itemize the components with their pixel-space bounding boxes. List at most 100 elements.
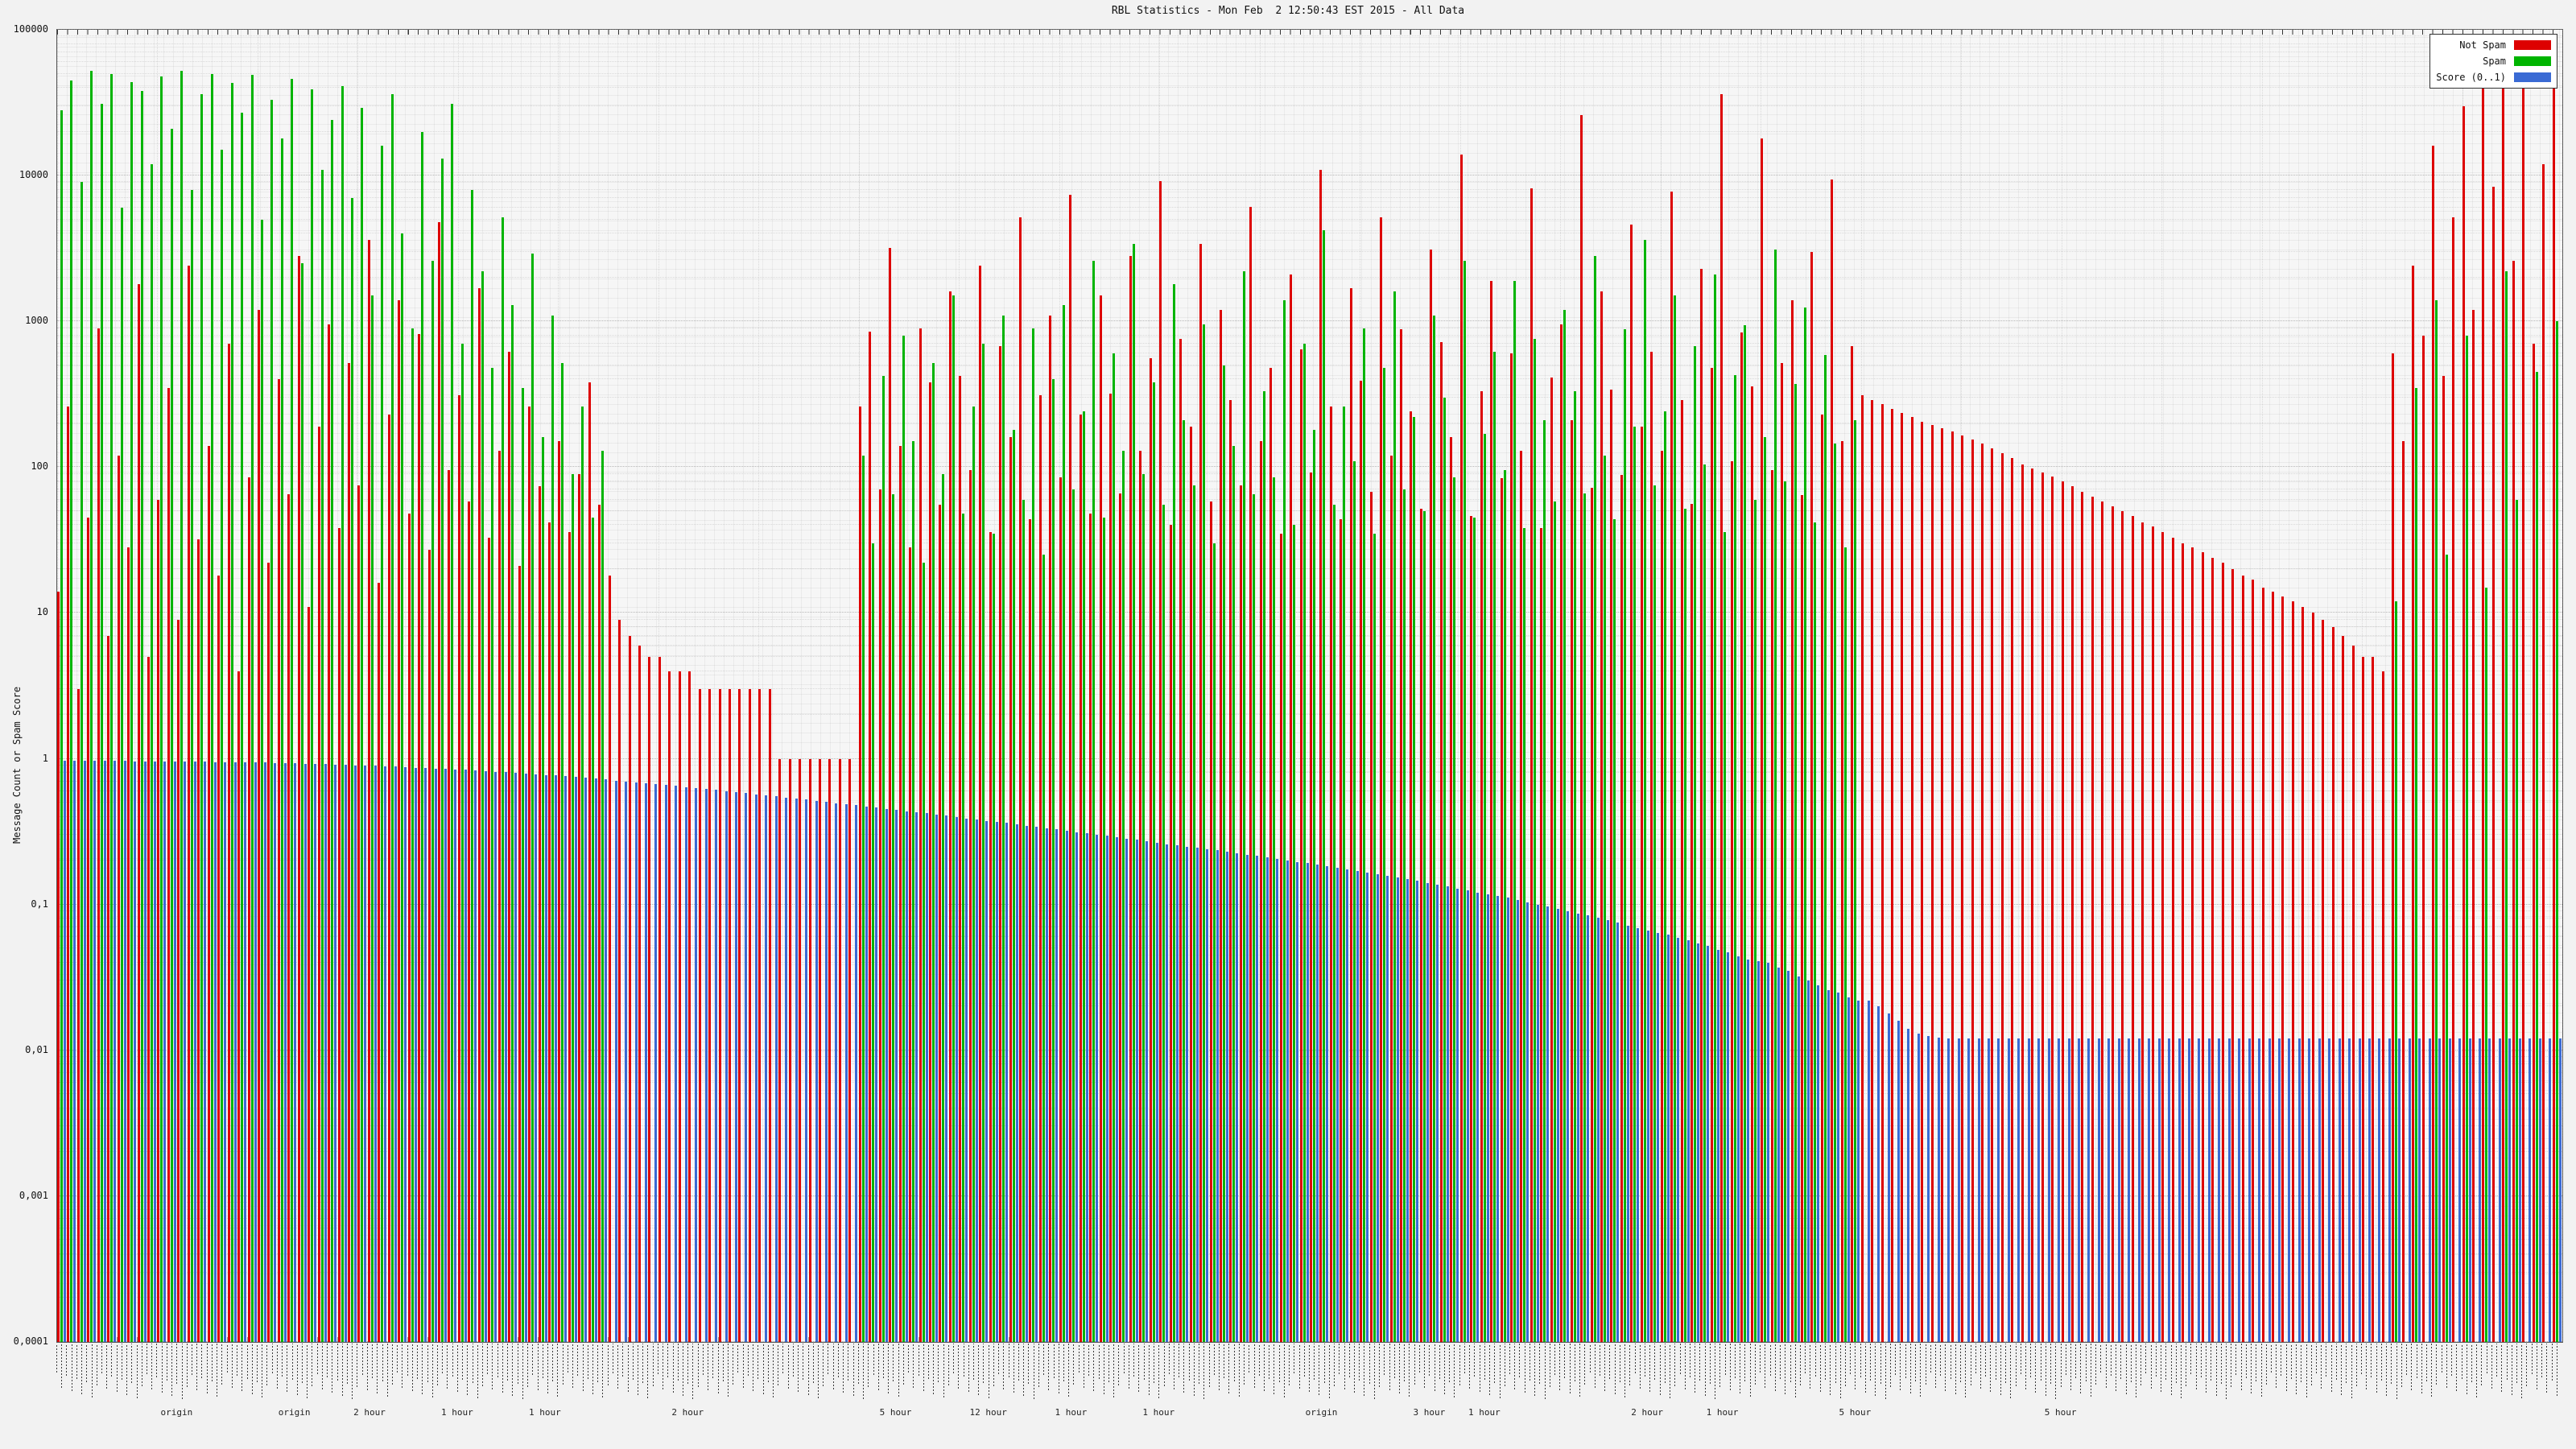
bar-not-spam — [1290, 274, 1293, 1342]
bar-not-spam — [1750, 386, 1753, 1342]
bar-spam — [1162, 505, 1166, 1342]
bar-score-0-1- — [774, 796, 778, 1342]
bar-spam — [1533, 338, 1536, 1342]
bar-score-0-1- — [404, 766, 407, 1342]
x-tick-label-stroke — [1068, 1344, 1070, 1397]
bar-not-spam — [317, 426, 320, 1342]
bar-score-0-1- — [2418, 1038, 2421, 1342]
x-tick-label-stroke — [482, 1344, 484, 1386]
x-tick-label-stroke — [1023, 1344, 1025, 1396]
bar-score-0-1- — [1446, 886, 1449, 1342]
x-tick-label-stroke — [1253, 1344, 1255, 1388]
bar-spam — [1313, 430, 1315, 1342]
bar-not-spam — [528, 407, 531, 1342]
bar-not-spam — [2191, 547, 2194, 1342]
x-tick-label-stroke — [537, 1344, 539, 1390]
y-tick-label: 100000 — [13, 23, 48, 35]
bar-spam — [942, 473, 945, 1342]
bar-spam — [1463, 261, 1466, 1342]
bar-not-spam — [427, 550, 431, 1342]
x-sublabel: 3 hour — [1413, 1407, 1446, 1418]
bar-not-spam — [729, 689, 732, 1342]
bar-spam — [390, 94, 394, 1342]
bar-not-spam — [2041, 472, 2044, 1342]
x-tick-label-stroke — [2225, 1344, 2227, 1399]
bar-score-0-1- — [1626, 925, 1629, 1342]
bar-spam — [1183, 419, 1186, 1342]
bar-not-spam — [1219, 309, 1222, 1342]
bar-score-0-1- — [664, 785, 667, 1342]
bar-not-spam — [1580, 114, 1583, 1342]
bar-spam — [541, 437, 544, 1342]
bar-spam — [100, 104, 103, 1342]
x-tick-label-stroke — [1794, 1344, 1796, 1397]
bar-score-0-1- — [1757, 960, 1760, 1342]
bar-not-spam — [919, 328, 922, 1342]
bar-score-0-1- — [1747, 959, 1750, 1342]
bar-not-spam — [718, 689, 721, 1342]
x-sublabel: 5 hour — [879, 1407, 912, 1418]
bar-score-0-1- — [2187, 1038, 2190, 1342]
bar-score-0-1- — [1877, 1006, 1880, 1342]
x-sublabel: 2 hour — [671, 1407, 704, 1418]
bar-not-spam — [67, 407, 70, 1342]
gridline-major — [57, 320, 2562, 322]
bar-score-0-1- — [905, 811, 908, 1342]
x-tick-label-stroke — [1880, 1344, 1881, 1384]
x-tick-label-stroke — [953, 1344, 955, 1373]
bar-not-spam — [1610, 390, 1613, 1342]
x-tick-label-stroke — [1589, 1344, 1591, 1373]
bar-spam — [1113, 353, 1116, 1342]
x-tick-label-stroke — [2541, 1344, 2543, 1377]
bar-score-0-1- — [1166, 844, 1169, 1342]
x-tick-label-stroke — [1960, 1344, 1962, 1382]
bar-spam — [1413, 417, 1416, 1342]
x-tick-label-stroke — [667, 1344, 669, 1377]
bar-not-spam — [1520, 450, 1523, 1342]
x-tick-label-stroke — [557, 1344, 559, 1397]
x-tick-label-stroke — [2506, 1344, 2508, 1380]
bar-not-spam — [197, 539, 200, 1342]
bar-not-spam — [1620, 475, 1623, 1342]
x-tick-label-stroke — [1233, 1344, 1235, 1381]
bar-not-spam — [578, 473, 581, 1342]
bar-spam — [1172, 284, 1175, 1342]
bar-not-spam — [2381, 671, 2384, 1342]
bar-not-spam — [1770, 470, 1773, 1342]
bar-spam — [60, 110, 63, 1342]
bar-not-spam — [2301, 606, 2305, 1342]
x-tick-label-stroke — [271, 1344, 273, 1373]
bar-spam — [992, 533, 995, 1342]
x-tick-label-stroke — [2165, 1344, 2167, 1380]
x-tick-label-stroke — [2195, 1344, 2197, 1389]
x-tick-label-stroke — [2130, 1344, 2132, 1382]
x-tick-label-stroke — [176, 1344, 178, 1384]
x-tick-label-stroke — [1444, 1344, 1446, 1394]
bar-spam — [110, 73, 114, 1342]
x-tick-label-stroke — [888, 1344, 890, 1393]
x-tick-label-stroke — [2436, 1344, 2438, 1385]
bar-score-0-1- — [1306, 863, 1309, 1342]
bar-spam — [1503, 470, 1506, 1342]
bar-spam — [241, 113, 244, 1342]
x-tick-label-stroke — [527, 1344, 529, 1387]
x-tick-label-stroke — [2531, 1344, 2533, 1374]
bar-spam — [1142, 473, 1146, 1342]
bar-spam — [972, 407, 975, 1342]
x-tick-label-stroke — [1754, 1344, 1756, 1385]
bar-spam — [1323, 230, 1326, 1342]
bar-spam — [1302, 344, 1306, 1342]
bar-score-0-1- — [805, 799, 808, 1342]
bar-spam — [1843, 547, 1847, 1342]
bar-spam — [421, 131, 424, 1342]
x-tick-label-stroke — [1499, 1344, 1501, 1398]
bar-spam — [2395, 601, 2398, 1342]
bar-not-spam — [1089, 514, 1092, 1342]
bar-score-0-1- — [294, 763, 297, 1342]
bar-not-spam — [488, 537, 491, 1342]
x-tick-label-stroke — [2526, 1344, 2528, 1386]
bar-spam — [1593, 256, 1596, 1342]
bar-score-0-1- — [1296, 861, 1299, 1342]
bar-score-0-1- — [1146, 840, 1149, 1342]
bar-score-0-1- — [2078, 1038, 2081, 1342]
